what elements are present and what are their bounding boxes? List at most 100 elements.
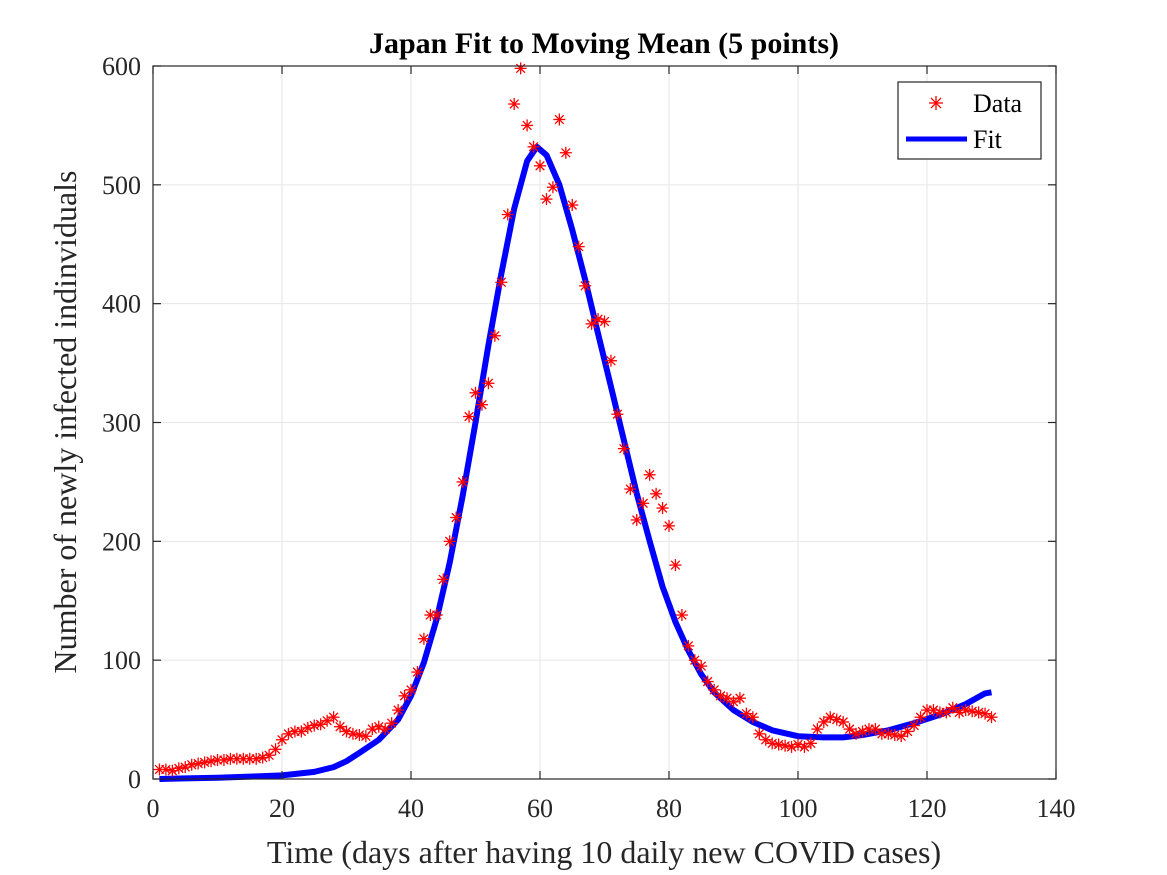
data-point [979,707,992,720]
data-point [366,723,379,736]
data-point [540,193,553,206]
data-point [527,140,540,153]
data-point [398,689,411,702]
data-point [611,408,624,421]
data-point [656,502,669,515]
data-point [346,727,359,740]
data-point [759,733,772,746]
data-point [675,609,688,622]
data-point [443,535,456,548]
data-point [392,704,405,717]
data-point [508,98,521,111]
data-point [592,313,605,326]
x-axis-label: Time (days after having 10 daily new COV… [267,834,941,870]
data-point [817,715,830,728]
data-point [895,730,908,743]
data-point [559,146,572,159]
data-point [334,720,347,733]
x-tick-label: 40 [398,794,424,823]
data-point [546,181,559,194]
data-point [534,159,546,172]
x-tick-label: 100 [779,794,818,823]
data-point [721,692,734,705]
x-tick-label: 20 [269,794,295,823]
data-point [908,719,921,732]
legend-label-data: Data [973,89,1023,118]
data-point [740,707,753,720]
fit-line [159,143,993,782]
x-tick-label: 0 [147,794,160,823]
data-point [514,62,527,75]
data-point [733,692,746,705]
data-point [437,573,450,586]
data-point [585,317,598,330]
data-point [617,442,630,455]
data-point [450,511,463,524]
data-point [695,660,708,673]
data-point [482,377,495,390]
data-point [637,497,650,510]
x-tick-label: 60 [527,794,553,823]
data-point [624,483,637,496]
data-point [488,329,501,342]
data-point [405,683,417,696]
data-point [475,398,488,411]
data-series [153,62,998,777]
data-point [843,723,856,736]
data-point [772,738,785,751]
x-tick-label: 120 [908,794,947,823]
legend-data-marker [929,96,943,110]
y-axis-label: Number of newly infected indinviduals [47,171,83,674]
y-tick-label: 200 [102,527,141,556]
data-point [269,743,282,756]
ticks: 0 20 40 60 80 100 120 140 0 100 200 300 400 500 600 [102,52,1076,823]
fit-series [159,143,993,782]
data-point [804,737,817,750]
data-point [940,706,953,719]
data-point [682,639,695,652]
data-point [385,717,398,730]
y-tick-label: 500 [102,171,141,200]
data-point [701,675,714,688]
x-tick-label: 140 [1037,794,1076,823]
y-tick-label: 0 [128,765,141,794]
data-point [572,240,585,253]
data-point [295,725,308,738]
data-point [469,386,482,399]
legend-label-fit: Fit [973,125,1003,154]
data-point [501,208,514,221]
x-tick-label: 80 [656,794,682,823]
legend-data-asterisk [929,96,943,110]
data-point [579,279,592,292]
y-tick-label: 100 [102,646,141,675]
data-point [650,487,663,500]
data-point [463,410,476,423]
data-point [746,711,759,724]
y-tick-label: 300 [102,409,141,438]
data-point [417,632,430,645]
data-point [276,733,288,746]
legend-box [897,81,1042,160]
data-point [314,718,327,731]
data-point [430,609,443,622]
legend: Data Fit [897,81,1042,160]
data-point [604,354,617,367]
data-point [727,695,740,708]
data-point [869,723,882,736]
data-point [321,714,334,727]
y-tick-label: 600 [102,52,141,81]
data-point [411,666,424,679]
chart-title: Japan Fit to Moving Mean (5 points) [369,27,839,60]
y-tick-label: 400 [102,290,141,319]
data-point [308,719,321,732]
data-point [495,276,508,289]
data-point [946,701,959,714]
data-point [327,711,340,724]
data-point [643,468,656,481]
data-point [566,199,579,212]
data-point [798,740,811,753]
data-point [456,475,469,488]
data-point [598,315,611,328]
data-point [663,519,675,532]
